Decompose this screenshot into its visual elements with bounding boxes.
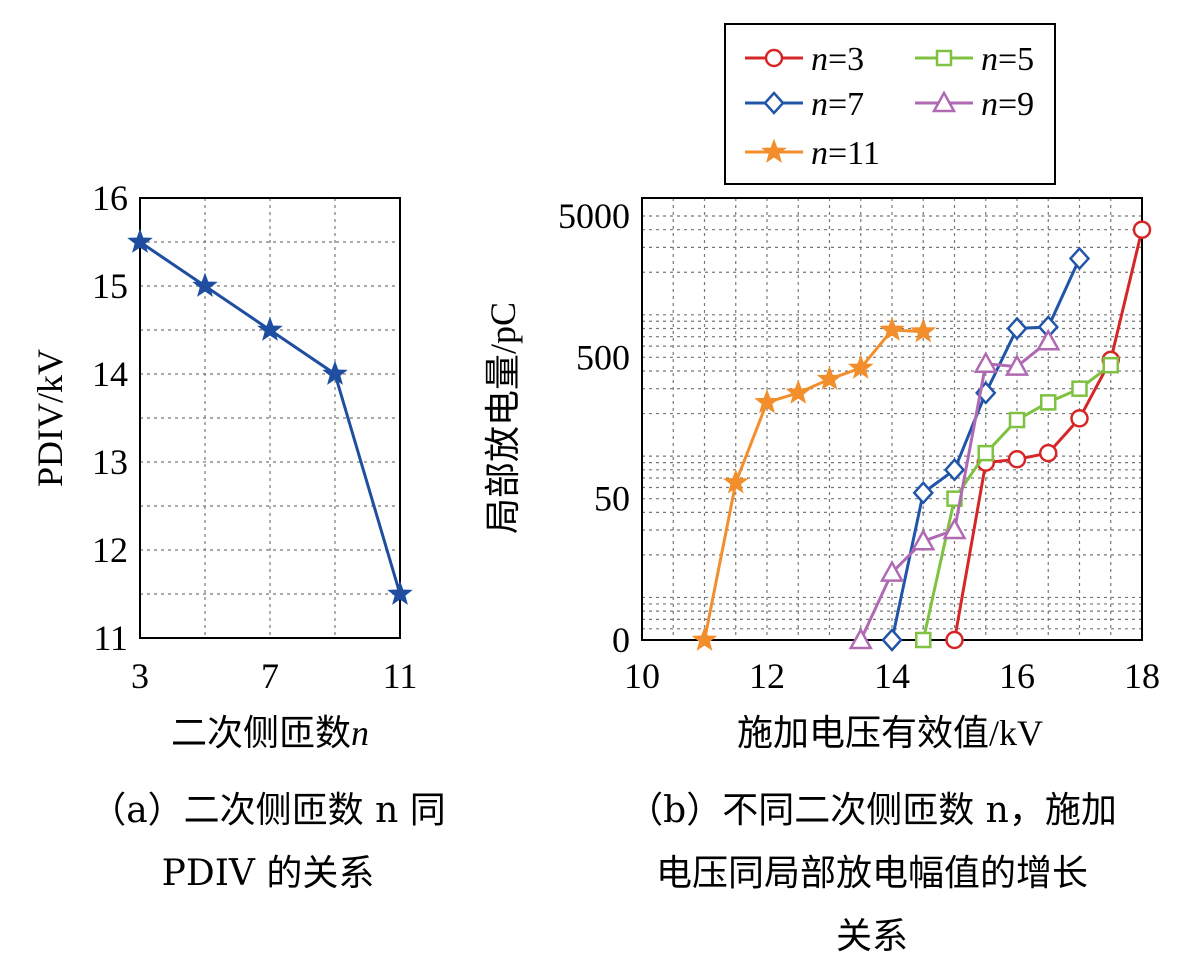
chart-b-point <box>879 316 905 341</box>
legend-label: n=11 <box>811 135 880 172</box>
legend-swatch-marker <box>935 49 953 67</box>
chart-b-y-tick: 500 <box>576 337 630 377</box>
chart-b-x-tick: 18 <box>1124 656 1160 696</box>
chart-a-y-tick: 16 <box>92 178 128 218</box>
chart-b-series <box>691 316 937 651</box>
chart-a-y-label: PDIV/kV <box>30 349 70 487</box>
chart-b-y-tick: 5000 <box>558 196 630 236</box>
chart-b-y-label: 局部放电量/pC <box>483 302 523 534</box>
chart-b-point <box>911 528 936 551</box>
chart-b-point <box>1036 328 1061 351</box>
legend-label-num: =5 <box>998 41 1034 78</box>
chart-a-x-label: 二次侧匝数n <box>171 713 369 754</box>
legend-label-num: =11 <box>828 135 880 172</box>
chart-b-point <box>1004 354 1030 376</box>
chart-b-series <box>881 246 1091 652</box>
chart-b-point <box>942 517 967 540</box>
legend-item: n=7 <box>745 86 864 123</box>
chart-b-point <box>910 318 937 343</box>
chart-a-point <box>322 360 348 385</box>
chart-a-y-tick: 11 <box>93 618 128 658</box>
legend-item: n=11 <box>745 135 880 172</box>
chart-b-point <box>977 444 994 462</box>
chart-b-point <box>1132 220 1152 239</box>
legend-label-var: n <box>811 86 828 123</box>
chart-b-point <box>847 354 874 379</box>
chart-b-caption-line-2: 电压同局部放电幅值的增长 <box>656 853 1088 894</box>
legend-label-var: n <box>811 41 828 78</box>
legend-label: n=9 <box>981 86 1034 123</box>
chart-a-x-tick: 11 <box>383 656 418 696</box>
legend-label-var: n <box>981 41 998 78</box>
chart-b-point <box>973 351 998 374</box>
chart-a-point <box>257 316 283 341</box>
chart-b-caption-line-1: （b）不同二次侧匝数 n，施加 <box>627 790 1117 831</box>
chart-b-point <box>848 627 873 650</box>
chart-b-point <box>1040 394 1057 411</box>
chart-b-point <box>1007 450 1027 469</box>
legend-swatch-marker <box>931 90 957 113</box>
legend-item: n=9 <box>915 86 1034 123</box>
chart-b-point <box>943 457 966 482</box>
chart-a-y-tick: 15 <box>92 266 128 306</box>
chart-b: 0 50 500 5000 10 12 14 16 18 局部放电量/pC 施加电压有效值/kV… <box>483 23 1160 957</box>
chart-b-point <box>1102 356 1119 374</box>
chart-a-x-tick: 7 <box>261 656 279 696</box>
legend-label-num: =7 <box>828 86 864 123</box>
legend-label: n=3 <box>811 41 864 78</box>
chart-a-y-tick: 12 <box>92 530 128 570</box>
chart-b-x-tick: 14 <box>874 656 910 696</box>
chart-b-point <box>1068 246 1091 271</box>
chart-b-point <box>915 631 932 649</box>
chart-a-plot-area <box>139 197 401 639</box>
chart-a: 11 12 13 14 15 16 3 7 11 PDIV/kV 二次侧匝数n （a）二次侧匝数… <box>30 178 446 894</box>
chart-b-point <box>1039 443 1058 463</box>
chart-b-point <box>722 469 749 494</box>
chart-b-point <box>912 480 934 505</box>
chart-b-point <box>691 626 718 651</box>
legend-swatch-marker <box>763 91 785 115</box>
chart-b-point <box>1006 316 1028 341</box>
chart-a-point <box>127 228 153 253</box>
chart-b-point <box>881 628 903 652</box>
chart-b-point <box>879 559 905 582</box>
legend-swatch-marker <box>764 48 784 68</box>
legend-label: n=5 <box>981 41 1034 78</box>
chart-b-point <box>785 379 812 404</box>
chart-b-point <box>945 630 964 650</box>
legend-swatch-marker <box>761 138 787 163</box>
legend-label-num: =9 <box>998 86 1034 123</box>
chart-b-point <box>754 388 780 414</box>
legend-label-var: n <box>811 135 828 172</box>
chart-b-caption-line-3: 关系 <box>836 916 908 957</box>
chart-b-series <box>915 356 1119 649</box>
chart-b-legend: n=3 n=5n=7 n=9n=11 <box>724 23 1056 185</box>
chart-a-point <box>387 580 413 605</box>
chart-b-x-tick: 16 <box>999 656 1035 696</box>
chart-b-y-tick: 50 <box>594 479 630 519</box>
chart-b-x-tick: 12 <box>749 656 785 696</box>
chart-a-caption-line-1: （a）二次侧匝数 n 同 <box>90 790 446 831</box>
chart-a-caption-line-2: PDIV 的关系 <box>162 853 375 894</box>
legend-label-var: n <box>981 86 998 123</box>
chart-b-point <box>1071 380 1088 397</box>
chart-b-x-label: 施加电压有效值/kV <box>737 713 1043 753</box>
chart-a-y-tick: 13 <box>92 442 128 482</box>
legend-label: n=7 <box>811 86 864 123</box>
legend-label-num: =3 <box>828 41 864 78</box>
legend-item: n=5 <box>915 41 1034 78</box>
chart-a-x-tick: 3 <box>131 656 149 696</box>
chart-a-y-tick: 14 <box>92 354 128 394</box>
chart-b-point <box>1070 409 1089 428</box>
chart-b-x-tick: 10 <box>624 656 660 696</box>
chart-b-y-tick: 0 <box>612 620 630 660</box>
legend-item: n=3 <box>745 41 864 78</box>
chart-b-point <box>816 365 843 391</box>
chart-b-point <box>1008 411 1026 429</box>
chart-b-series <box>848 328 1061 650</box>
chart-a-point <box>192 272 218 297</box>
